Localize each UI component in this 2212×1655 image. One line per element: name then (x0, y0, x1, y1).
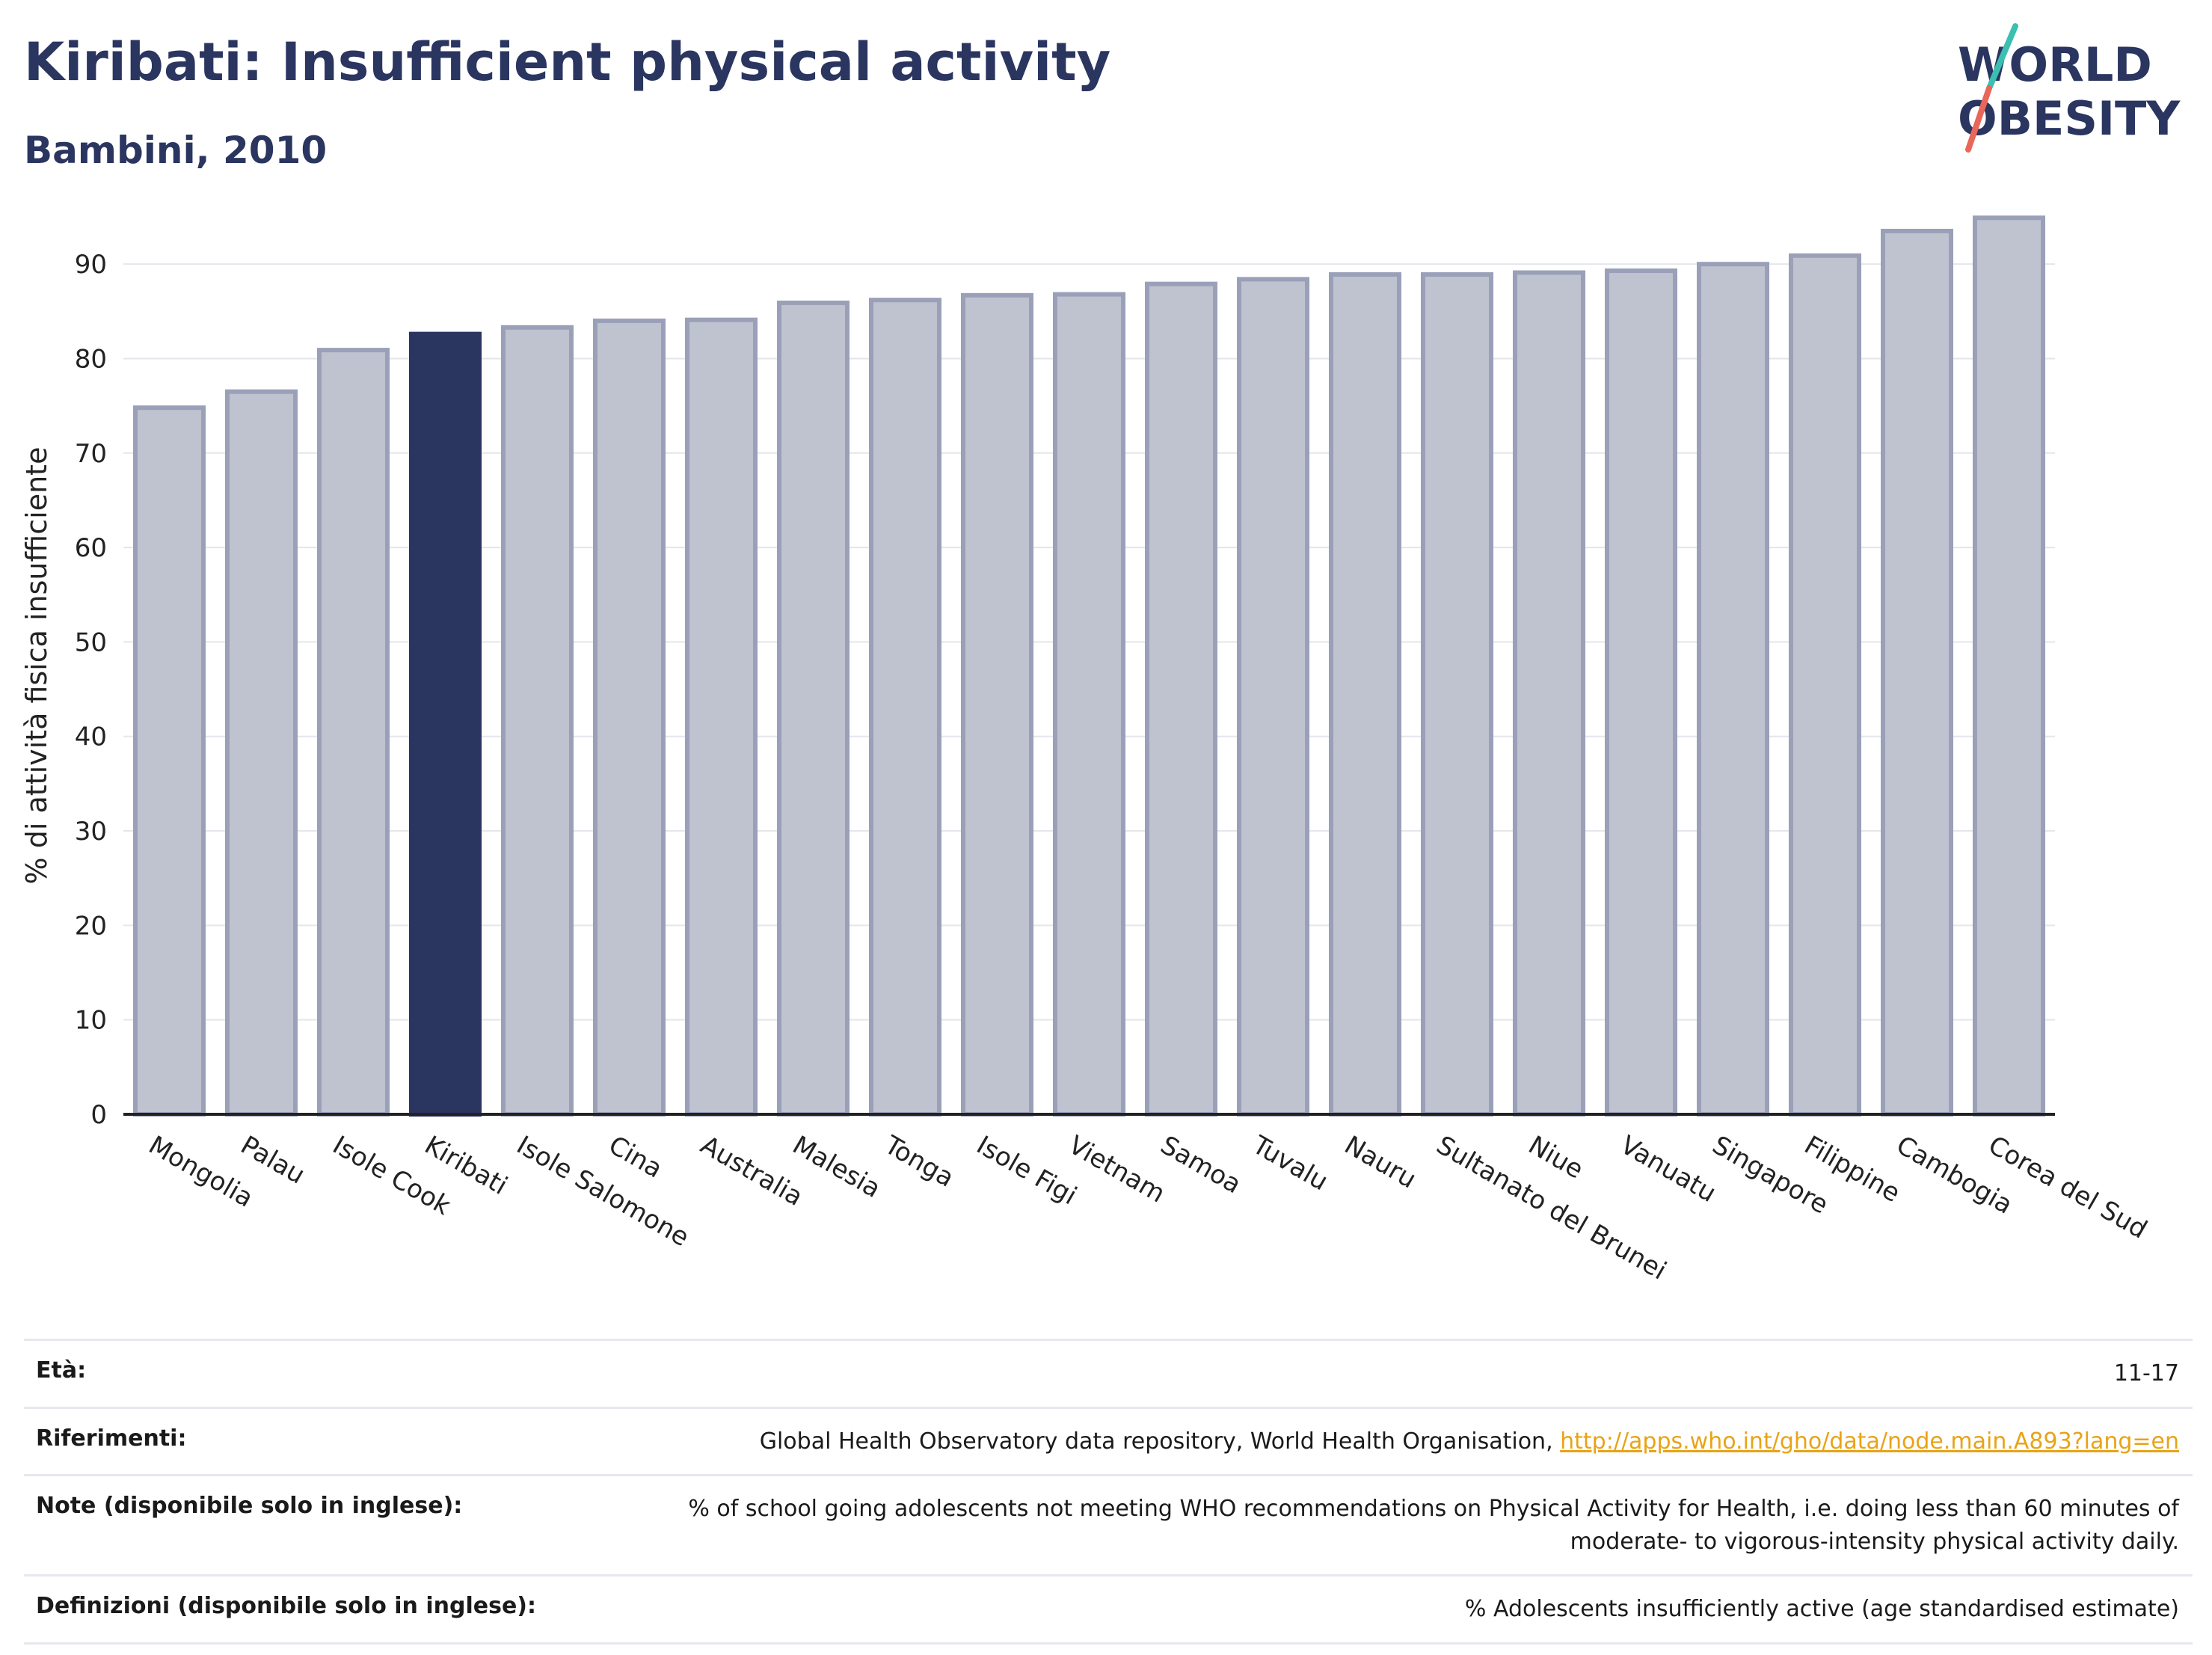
bar-singapore (1696, 262, 1770, 1117)
riferimenti-label: Riferimenti: (36, 1425, 187, 1452)
y-tick-label: 70 (75, 439, 107, 469)
x-tick-label: Vietnam (1063, 1130, 1170, 1209)
y-tick-label: 0 (90, 1100, 107, 1130)
note-label: Note (disponibile solo in inglese): (36, 1493, 463, 1519)
x-tick-label: Isole Figi (971, 1130, 1082, 1211)
note-value: % of school going adolescents not meetin… (688, 1496, 2179, 1555)
x-tick-label: Samoa (1155, 1130, 1246, 1200)
bar-vanuatu (1604, 268, 1678, 1117)
bar-cina (592, 318, 666, 1117)
bar-vietnam (1052, 292, 1126, 1117)
definizioni-label: Definizioni (disponibile solo in inglese… (36, 1593, 536, 1619)
x-tick-label: Cina (603, 1130, 667, 1184)
info-row-eta: Età: 11-17 (24, 1339, 2193, 1407)
y-tick-label: 80 (75, 344, 107, 374)
y-tick-label: 10 (75, 1006, 107, 1036)
y-tick-label: 90 (75, 250, 107, 280)
bar-australia (684, 317, 758, 1117)
x-tick-label: Australia (695, 1130, 808, 1212)
definizioni-value: % Adolescents insufficiently active (age… (1464, 1596, 2179, 1622)
bar-tuvalu (1236, 277, 1310, 1117)
bar-malesia (776, 300, 850, 1117)
logo-slash-red (1965, 85, 1992, 153)
bar-tonga (868, 298, 942, 1117)
x-tick-label: Vanuatu (1615, 1130, 1721, 1209)
x-tick-label: Tuvalu (1247, 1130, 1333, 1197)
bar-mongolia (132, 405, 206, 1117)
x-tick-label: Mongolia (144, 1130, 258, 1214)
riferimenti-value: Global Health Observatory data repositor… (760, 1425, 2179, 1458)
bar-isole-salomone (500, 325, 574, 1117)
info-table: Età: 11-17 Riferimenti: Global Health Ob… (24, 1339, 2193, 1645)
x-tick-label: Isole Salomone (511, 1130, 694, 1253)
logo-line-obesity: OBESITY (1958, 91, 2181, 146)
y-tick-label: 60 (75, 533, 107, 563)
bar-isole-cook (316, 348, 390, 1117)
riferimenti-link[interactable]: http://apps.who.int/gho/data/node.main.A… (1560, 1428, 2179, 1455)
bar-corea-del-sud (1972, 215, 2046, 1117)
y-tick-label: 30 (75, 817, 107, 847)
info-row-definizioni: Definizioni (disponibile solo in inglese… (24, 1574, 2193, 1645)
x-tick-label: Nauru (1339, 1130, 1422, 1194)
x-tick-label: Corea del Sud (1983, 1130, 2152, 1245)
x-tick-label: Niue (1523, 1130, 1588, 1185)
bar-sultanato-del-brunei (1420, 272, 1494, 1117)
y-axis-label: % di attività fisica insufficiente (20, 447, 53, 885)
y-tick-label: 20 (75, 911, 107, 941)
bars (132, 215, 2046, 1117)
info-row-riferimenti: Riferimenti: Global Health Observatory d… (24, 1406, 2193, 1475)
bar-niue (1512, 270, 1586, 1117)
info-row-note: Note (disponibile solo in inglese): % of… (24, 1474, 2193, 1574)
y-tick-label: 50 (75, 627, 107, 657)
bar-cambogia (1880, 228, 1954, 1117)
page-subtitle: Bambini, 2010 (24, 129, 328, 172)
eta-value: 11-17 (2113, 1360, 2179, 1387)
riferimenti-text: Global Health Observatory data repositor… (759, 1428, 1561, 1455)
bar-palau (224, 389, 298, 1117)
bar-nauru (1328, 272, 1402, 1117)
bar-samoa (1144, 281, 1218, 1117)
logo-slash-teal (1986, 23, 2018, 91)
eta-label: Età: (36, 1357, 87, 1384)
y-axis-ticks: 0 10 20 30 40 50 60 70 80 90 (75, 250, 107, 1130)
page-title: Kiribati: Insufficient physical activity (24, 31, 1111, 93)
y-tick-label: 40 (75, 722, 107, 752)
x-tick-label: Tonga (879, 1130, 959, 1194)
bar-filippine (1788, 253, 1862, 1117)
bar-isole-figi (960, 292, 1034, 1117)
bar-kiribati (408, 331, 482, 1117)
world-obesity-logo: WORLD OBESITY (1958, 23, 2181, 153)
